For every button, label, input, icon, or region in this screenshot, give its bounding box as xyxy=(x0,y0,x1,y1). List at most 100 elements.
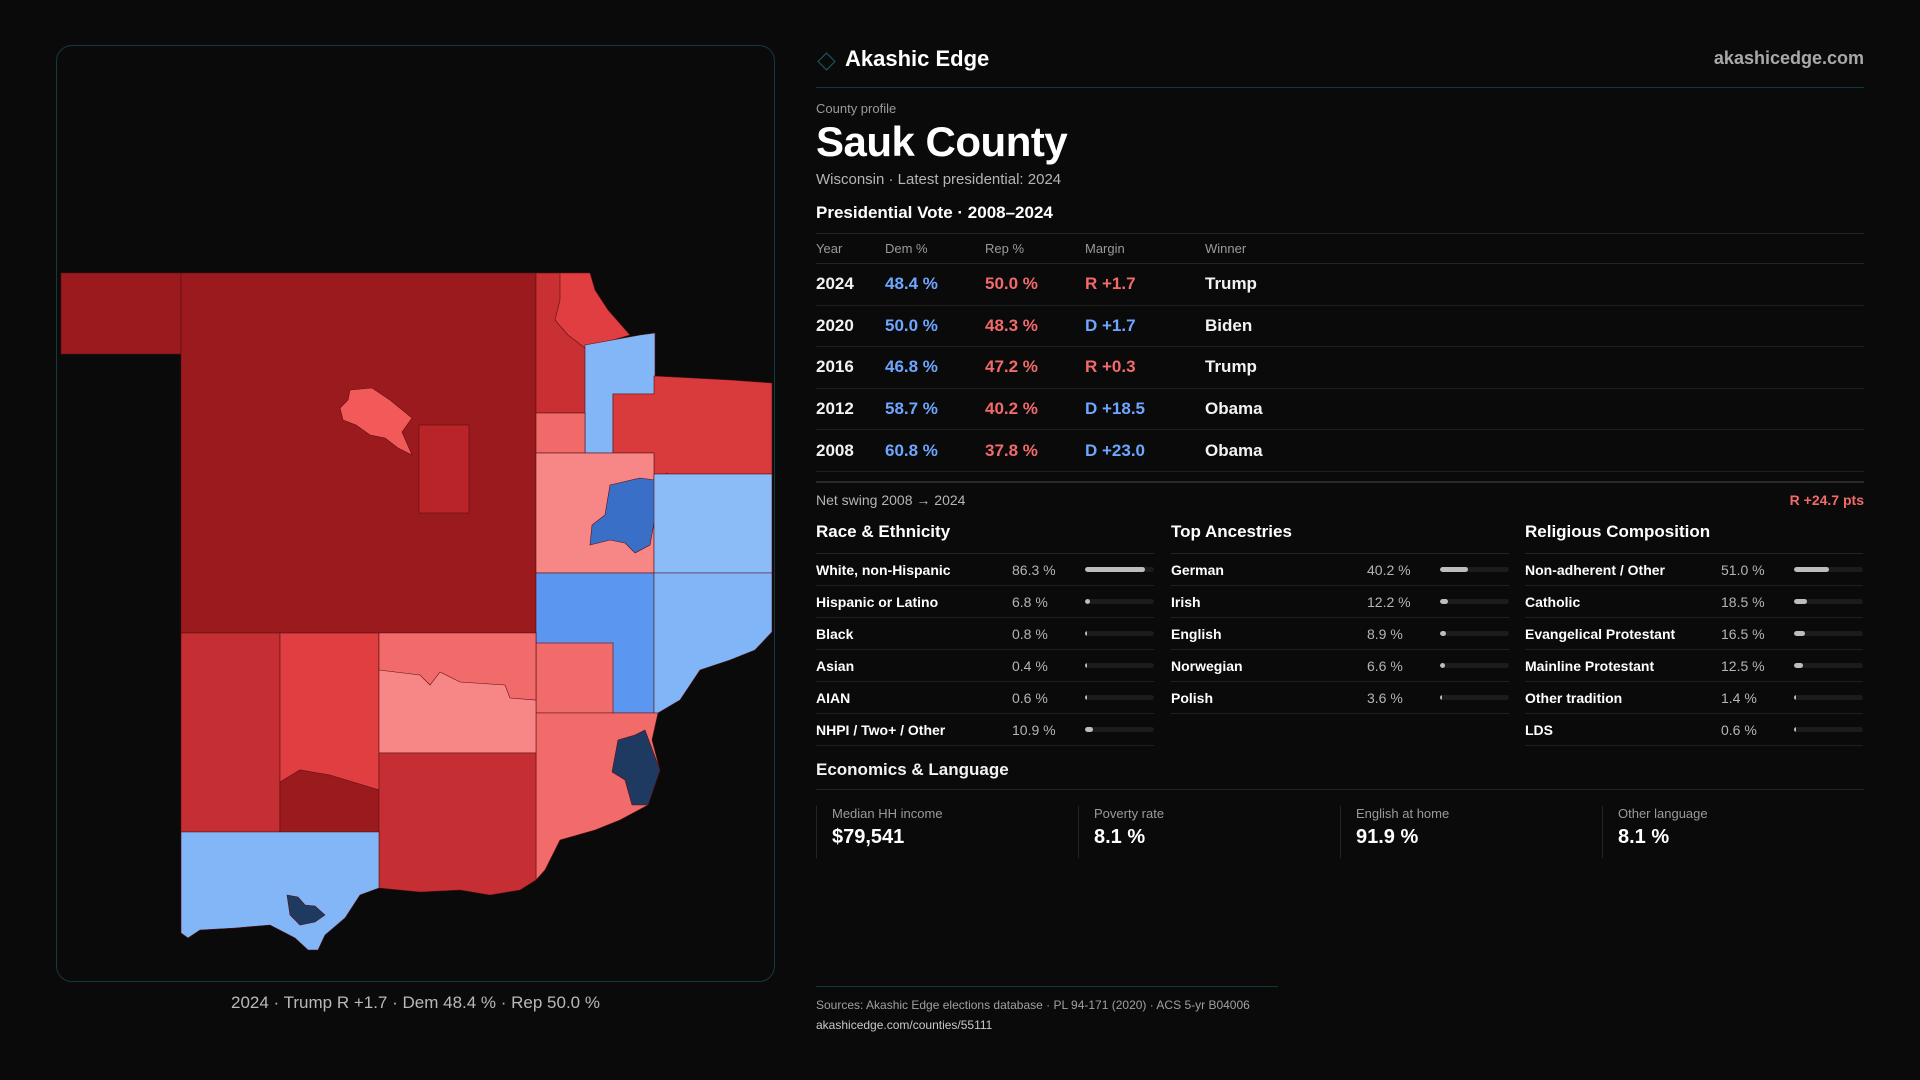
bar-track xyxy=(1440,567,1509,572)
vote-row: 2016 46.8 % 47.2 % R +0.3 Trump xyxy=(816,346,1864,389)
stat-label: Median HH income xyxy=(832,806,943,821)
col-dem: Dem % xyxy=(885,233,985,264)
row-percent: 6.6 % xyxy=(1367,657,1403,674)
row-percent: 1.4 % xyxy=(1721,689,1757,706)
brand-name: Akashic Edge xyxy=(845,46,990,71)
row-percent: 40.2 % xyxy=(1367,561,1411,578)
bar-track xyxy=(1440,599,1509,604)
col-margin: Margin xyxy=(1085,233,1205,264)
bar-track xyxy=(1794,663,1863,668)
diamond-logo-icon xyxy=(817,51,836,71)
vote-row: 2020 50.0 % 48.3 % D +1.7 Biden xyxy=(816,305,1864,348)
cell-year: 2012 xyxy=(816,388,885,431)
swing-label: Net swing 2008 → 2024 xyxy=(816,492,966,508)
county-url[interactable]: akashicedge.com/counties/55111 xyxy=(816,1018,993,1032)
stat-row: English 8.9 % xyxy=(1171,618,1509,650)
map-region[interactable] xyxy=(535,412,586,454)
map-region[interactable] xyxy=(653,473,773,574)
bar-track xyxy=(1085,663,1154,668)
economics-heading: Economics & Language xyxy=(816,760,1864,790)
bar-fill xyxy=(1794,567,1830,572)
map-town-spring-green[interactable] xyxy=(286,894,326,926)
bar-fill xyxy=(1794,631,1806,636)
brand[interactable]: Akashic Edge xyxy=(816,46,989,72)
bar-track xyxy=(1794,695,1863,700)
bar-fill xyxy=(1440,631,1447,636)
stat-row: Other tradition 1.4 % xyxy=(1525,682,1863,714)
map-region[interactable] xyxy=(378,632,537,701)
bar-fill xyxy=(1085,599,1090,604)
stat-row: AIAN 0.6 % xyxy=(816,682,1154,714)
row-percent: 16.5 % xyxy=(1721,625,1765,642)
col-winner: Winner xyxy=(1205,233,1864,264)
map-region[interactable] xyxy=(180,632,281,833)
vote-row: 2024 48.4 % 50.0 % R +1.7 Trump xyxy=(816,263,1864,306)
footer: Sources: Akashic Edge elections database… xyxy=(816,986,1278,1032)
row-label: German xyxy=(1171,561,1224,578)
row-label: AIAN xyxy=(816,689,851,706)
map-town-baraboo-region[interactable] xyxy=(339,387,413,456)
map-region[interactable] xyxy=(180,272,537,634)
bar-fill xyxy=(1440,599,1449,604)
row-percent: 12.5 % xyxy=(1721,657,1765,674)
row-label: Mainline Protestant xyxy=(1525,657,1655,674)
race-heading: Race & Ethnicity xyxy=(816,522,1154,554)
site-link[interactable]: akashicedge.com xyxy=(1713,48,1864,68)
eyebrow: County profile xyxy=(816,101,897,116)
bar-fill xyxy=(1794,727,1796,732)
row-percent: 0.8 % xyxy=(1012,625,1048,642)
map-region[interactable] xyxy=(535,642,614,714)
bar-fill xyxy=(1440,663,1445,668)
cell-winner: Obama xyxy=(1205,429,1864,472)
race-section: Race & Ethnicity White, non-Hispanic 86.3 … xyxy=(816,522,1154,746)
stat-row: Mainline Protestant 12.5 % xyxy=(1525,650,1863,682)
stat-label: Poverty rate xyxy=(1094,806,1165,821)
map-region[interactable] xyxy=(60,272,182,355)
swing-value: R +24.7 pts xyxy=(1789,492,1864,508)
row-label: Non-adherent / Other xyxy=(1525,561,1666,578)
stat-income: Median HH income $79,541 xyxy=(816,806,1078,858)
stat-poverty: Poverty rate 8.1 % xyxy=(1078,806,1340,858)
stat-row: NHPI / Two+ / Other 10.9 % xyxy=(816,714,1154,746)
religion-section: Religious Composition Non-adherent / Othe… xyxy=(1525,522,1863,746)
bar-fill xyxy=(1794,695,1796,700)
bar-fill xyxy=(1085,663,1087,668)
cell-margin: D +18.5 xyxy=(1085,388,1205,431)
ancestry-section: Top Ancestries German 40.2 % Irish 12.2 % Eng… xyxy=(1171,522,1509,714)
map-town-sauk-city[interactable] xyxy=(611,729,661,806)
row-label: Black xyxy=(816,625,854,642)
row-label: NHPI / Two+ / Other xyxy=(816,721,946,738)
bar-fill xyxy=(1085,631,1087,636)
stat-row: German 40.2 % xyxy=(1171,554,1509,586)
cell-rep: 48.3 % xyxy=(985,305,1085,348)
cell-year: 2016 xyxy=(816,346,885,389)
ancestry-heading: Top Ancestries xyxy=(1171,522,1509,554)
vote-heading: Presidential Vote · 2008–2024 xyxy=(816,203,1053,222)
cell-winner: Trump xyxy=(1205,346,1864,389)
bar-track xyxy=(1085,631,1154,636)
map-region[interactable] xyxy=(378,752,537,896)
bar-track xyxy=(1440,631,1509,636)
cell-dem: 58.7 % xyxy=(885,388,985,431)
cell-margin: D +1.7 xyxy=(1085,305,1205,348)
bar-track xyxy=(1085,727,1154,732)
cell-winner: Trump xyxy=(1205,263,1864,306)
row-percent: 12.2 % xyxy=(1367,593,1411,610)
map-region[interactable] xyxy=(653,572,773,714)
row-percent: 10.9 % xyxy=(1012,721,1056,738)
bar-track xyxy=(1085,695,1154,700)
stat-english: English at home 91.9 % xyxy=(1340,806,1602,858)
stat-row: Polish 3.6 % xyxy=(1171,682,1509,714)
cell-margin: R +1.7 xyxy=(1085,263,1205,306)
row-percent: 86.3 % xyxy=(1012,561,1056,578)
map-region[interactable] xyxy=(180,831,380,951)
row-label: Polish xyxy=(1171,689,1214,706)
row-label: Asian xyxy=(816,657,855,674)
map-region[interactable] xyxy=(418,424,470,514)
cell-rep: 47.2 % xyxy=(985,346,1085,389)
stat-row: LDS 0.6 % xyxy=(1525,714,1863,746)
cell-dem: 46.8 % xyxy=(885,346,985,389)
cell-year: 2008 xyxy=(816,429,885,472)
religion-heading: Religious Composition xyxy=(1525,522,1863,554)
stat-row: Catholic 18.5 % xyxy=(1525,586,1863,618)
